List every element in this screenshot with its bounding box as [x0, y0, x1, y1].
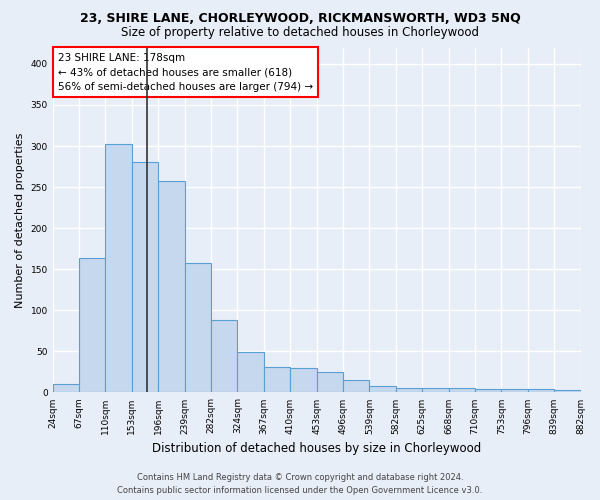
Bar: [132, 162, 158, 392]
Bar: [185, 264, 211, 392]
Bar: [396, 388, 422, 392]
Bar: [370, 386, 396, 392]
Bar: [158, 180, 185, 392]
Text: 23 SHIRE LANE: 178sqm
← 43% of detached houses are smaller (618)
56% of semi-det: 23 SHIRE LANE: 178sqm ← 43% of detached …: [58, 52, 313, 92]
Bar: [422, 388, 449, 392]
Bar: [528, 389, 554, 392]
Bar: [238, 352, 264, 393]
Bar: [264, 367, 290, 392]
Bar: [554, 390, 581, 392]
Bar: [317, 372, 343, 392]
X-axis label: Distribution of detached houses by size in Chorleywood: Distribution of detached houses by size …: [152, 442, 481, 455]
Text: 23, SHIRE LANE, CHORLEYWOOD, RICKMANSWORTH, WD3 5NQ: 23, SHIRE LANE, CHORLEYWOOD, RICKMANSWOR…: [80, 12, 520, 26]
Text: Contains HM Land Registry data © Crown copyright and database right 2024.
Contai: Contains HM Land Registry data © Crown c…: [118, 474, 482, 495]
Bar: [79, 258, 106, 392]
Bar: [211, 320, 238, 392]
Bar: [475, 389, 502, 392]
Bar: [53, 384, 79, 392]
Bar: [106, 144, 132, 392]
Bar: [290, 368, 317, 392]
Bar: [502, 389, 528, 392]
Text: Size of property relative to detached houses in Chorleywood: Size of property relative to detached ho…: [121, 26, 479, 39]
Bar: [343, 380, 370, 392]
Y-axis label: Number of detached properties: Number of detached properties: [15, 132, 25, 308]
Bar: [449, 388, 475, 392]
